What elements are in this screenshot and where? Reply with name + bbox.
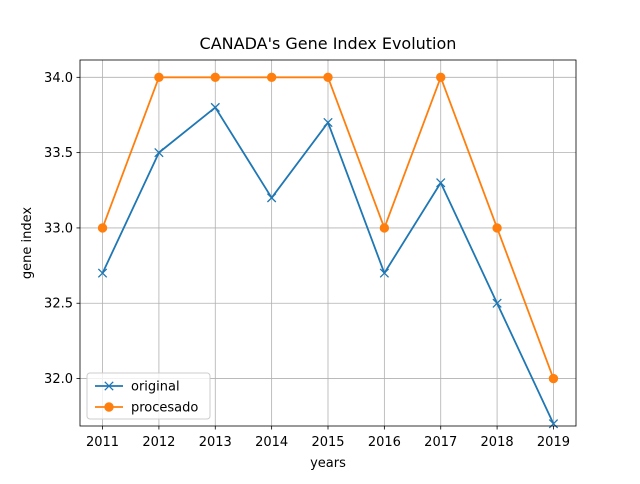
marker-stroke xyxy=(492,298,502,308)
marker-stroke xyxy=(104,381,114,391)
x-tick-label: 2017 xyxy=(424,435,457,450)
series-procesado xyxy=(97,72,559,384)
legend-item-procesado: procesado xyxy=(95,401,198,416)
data-point-original xyxy=(97,268,108,278)
y-tick-label: 34.0 xyxy=(44,71,73,86)
x-tick-label: 2016 xyxy=(368,435,401,450)
data-point-procesado xyxy=(266,72,277,83)
legend-marker xyxy=(104,381,114,391)
marker-stroke xyxy=(210,102,220,113)
y-tick-label: 32.0 xyxy=(44,372,73,387)
data-point-original xyxy=(210,102,220,113)
plot-area xyxy=(97,72,559,429)
data-point-procesado xyxy=(492,223,502,233)
y-tick-label: 33.5 xyxy=(44,146,73,161)
series-original xyxy=(97,102,559,429)
data-point-original xyxy=(492,298,502,308)
legend-label: procesado xyxy=(131,401,198,416)
x-tick-label: 2019 xyxy=(537,435,570,450)
data-point-original xyxy=(323,117,333,128)
y-tick-label: 33.0 xyxy=(44,221,73,236)
marker-stroke xyxy=(266,193,277,203)
marker-stroke xyxy=(97,268,108,278)
y-axis-label: gene index xyxy=(20,207,35,279)
data-point-original xyxy=(548,419,559,429)
x-axis-label: years xyxy=(310,456,346,471)
legend-marker xyxy=(104,402,114,412)
data-point-procesado xyxy=(97,223,108,233)
y-tick-label: 32.5 xyxy=(44,297,73,312)
x-tick-label: 2011 xyxy=(86,435,119,450)
data-point-procesado xyxy=(323,72,333,83)
data-point-procesado xyxy=(154,72,164,83)
data-point-procesado xyxy=(379,223,390,233)
chart-title: CANADA's Gene Index Evolution xyxy=(200,34,457,53)
legend: original procesado xyxy=(86,372,211,420)
data-point-procesado xyxy=(548,373,559,384)
x-tick-label: 2014 xyxy=(255,435,288,450)
marker-stroke xyxy=(379,268,390,278)
x-tick-label: 2018 xyxy=(481,435,514,450)
marker-stroke xyxy=(323,117,333,128)
data-point-original xyxy=(379,268,390,278)
data-point-original xyxy=(154,147,164,158)
data-point-original xyxy=(436,178,446,188)
data-point-procesado xyxy=(436,72,446,83)
x-tick-label: 2012 xyxy=(142,435,175,450)
data-point-procesado xyxy=(210,72,220,83)
legend-item-original: original xyxy=(95,380,180,395)
data-point-original xyxy=(266,193,277,203)
legend-label: original xyxy=(131,380,180,395)
marker-stroke xyxy=(154,147,164,158)
x-tick-label: 2015 xyxy=(311,435,344,450)
axis-ticks: 2011 2012 2013 2014 2015 2016 2017 2018 2019 32.0… xyxy=(44,71,570,450)
marker-stroke xyxy=(548,419,559,429)
marker-stroke xyxy=(436,178,446,188)
x-tick-label: 2013 xyxy=(199,435,232,450)
